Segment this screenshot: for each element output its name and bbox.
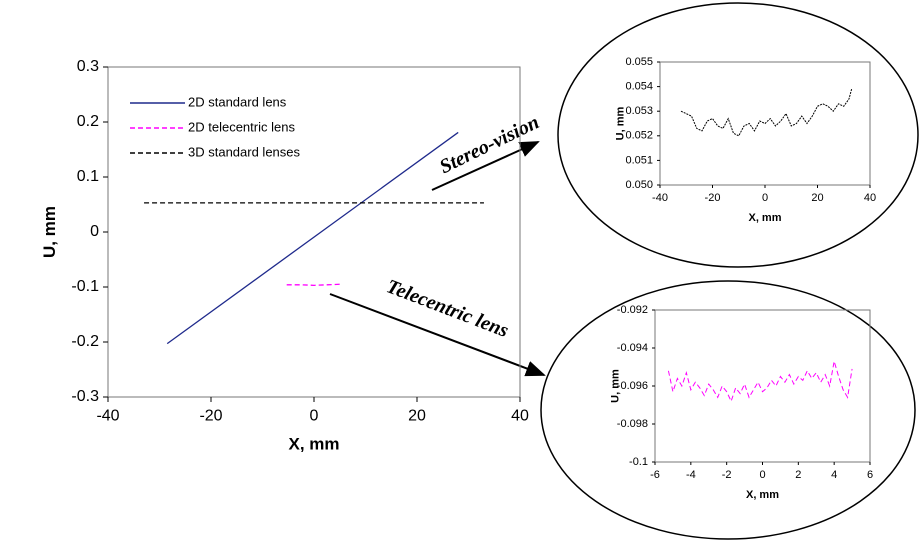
y-tick-label: -0.092 [617,304,648,316]
y-tick-label: 0.050 [625,179,653,191]
x-tick-label: 6 [867,469,873,481]
x-tick-label: -40 [96,408,119,425]
data-line [166,131,459,345]
x-tick-label: -6 [650,469,660,481]
x-tick-label: 20 [408,408,426,425]
x-tick-label: -40 [652,192,668,204]
y-tick-label: -0.096 [617,380,648,392]
y-tick-label: -0.3 [71,388,99,405]
data-line [667,361,853,403]
x-axis-label: X, mm [748,212,781,224]
inset-frame [557,2,919,268]
x-tick-label: -4 [686,469,696,481]
inset-frame [540,280,916,540]
x-tick-label: -20 [199,408,222,425]
y-tick-label: 0.051 [625,154,653,166]
legend-label: 2D telecentric lens [188,119,295,134]
x-axis-label: X, mm [288,434,339,453]
y-axis-label: U, mm [614,106,626,140]
y-tick-label: 0.2 [77,113,99,130]
y-tick-label: -0.094 [617,342,648,354]
arrow [329,293,546,377]
y-tick-label: 0 [90,223,99,240]
y-tick-label: 0.054 [625,81,653,93]
y-axis-label: U, mm [40,206,59,258]
annotation: Telecentric lens [383,275,511,342]
y-tick-label: -0.1 [71,278,99,295]
legend-label: 3D standard lenses [188,144,301,159]
x-tick-label: 40 [864,192,876,204]
x-tick-label: 2 [795,469,801,481]
plot-area [107,66,521,398]
x-tick-label: -2 [722,469,732,481]
x-tick-label: 40 [511,408,529,425]
x-tick-label: 20 [811,192,823,204]
legend-label: 2D standard lens [188,94,287,109]
data-line [680,88,853,137]
y-tick-label: -0.2 [71,333,99,350]
y-tick-label: 0.053 [625,105,653,117]
x-tick-label: 0 [759,469,765,481]
data-line [286,283,340,287]
x-tick-label: 0 [310,408,319,425]
x-axis-label: X, mm [746,489,779,501]
y-axis-label: U, mm [609,369,621,403]
x-tick-label: -20 [705,192,721,204]
y-tick-label: 0.055 [625,56,653,68]
plot-area [654,309,871,463]
y-tick-label: 0.052 [625,130,653,142]
y-tick-label: -0.098 [617,418,648,430]
y-tick-label: 0.1 [77,168,99,185]
x-tick-label: 4 [831,469,837,481]
y-tick-label: 0.3 [77,58,99,75]
x-tick-label: 0 [762,192,768,204]
annotation: Stereo-vision [436,111,543,178]
y-tick-label: -0.1 [629,456,648,468]
